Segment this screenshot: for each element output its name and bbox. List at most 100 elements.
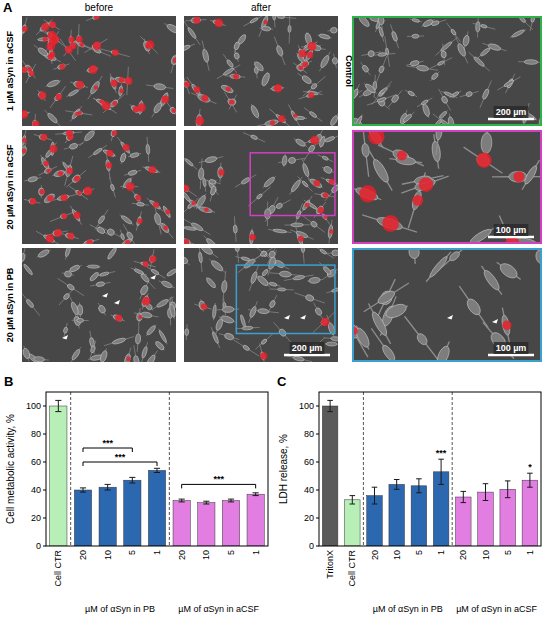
neurite — [135, 267, 155, 289]
cell — [256, 275, 269, 288]
neurite — [140, 36, 157, 53]
fluorescent-spot — [50, 145, 58, 153]
micrograph — [184, 16, 338, 126]
neurite — [120, 230, 125, 244]
error-bar — [527, 473, 533, 487]
bar — [173, 501, 190, 547]
group-separator — [70, 392, 71, 546]
neurite — [64, 143, 83, 149]
cell — [210, 185, 217, 195]
column-head: before — [85, 2, 114, 13]
neurite — [53, 64, 69, 70]
fluorescent-spot — [307, 52, 313, 58]
cell — [198, 252, 202, 263]
micrograph-ground — [184, 248, 338, 362]
cell — [523, 164, 539, 185]
cell — [146, 144, 150, 154]
cell — [260, 250, 268, 257]
fluorescent-spot — [47, 31, 56, 40]
bar — [456, 497, 472, 546]
cell — [184, 226, 197, 231]
cell — [90, 345, 96, 353]
category-label: Cell CTR — [347, 550, 357, 587]
cell — [233, 225, 237, 233]
cell — [185, 329, 189, 336]
category-label: 1 — [152, 550, 162, 555]
fluorescent-spot — [43, 37, 48, 42]
fluorescent-spot — [22, 149, 27, 154]
category-label: 1 — [436, 550, 446, 555]
cell — [361, 64, 369, 73]
neurite — [154, 204, 161, 235]
neurite — [217, 65, 240, 79]
cell — [25, 299, 34, 309]
cell — [71, 174, 82, 184]
control-label: Control — [344, 55, 354, 87]
cell — [222, 306, 234, 312]
cell — [92, 16, 100, 20]
neurite — [410, 19, 422, 22]
cell — [376, 289, 396, 306]
error-bar — [55, 400, 61, 411]
cell — [57, 63, 66, 70]
bar — [222, 501, 239, 547]
cell — [156, 298, 169, 308]
cell — [190, 222, 203, 232]
neurite — [236, 248, 239, 263]
cell — [290, 110, 298, 121]
error-bar — [179, 499, 185, 502]
y-tick — [43, 518, 46, 519]
fluorescent-spot — [270, 120, 275, 125]
fluorescent-spot — [323, 192, 329, 198]
fluorescent-spot — [61, 213, 67, 219]
cell — [110, 184, 115, 191]
cell — [379, 87, 388, 95]
neurite — [401, 176, 448, 193]
scale-bar-label: 100 µm — [496, 343, 527, 353]
fluorescent-spot — [149, 166, 156, 173]
error-bar — [438, 459, 444, 484]
bar — [99, 487, 116, 546]
neurite — [123, 224, 136, 244]
column-head: after — [251, 2, 272, 13]
neurite — [99, 49, 130, 57]
micrograph-ground — [22, 248, 176, 362]
micrograph — [352, 16, 542, 126]
cell — [99, 350, 108, 362]
cell — [126, 231, 134, 240]
neurite — [430, 72, 439, 81]
neurite — [288, 104, 300, 126]
fluorescent-spot — [70, 43, 77, 50]
bar — [389, 484, 405, 546]
cell — [22, 24, 27, 34]
cell — [263, 176, 276, 188]
cell — [295, 210, 301, 219]
neurite — [244, 16, 265, 26]
error-bar — [394, 480, 400, 490]
cell — [120, 153, 127, 163]
neurite — [263, 176, 276, 188]
cell — [141, 346, 148, 359]
cell — [169, 304, 176, 318]
y-tick-label: 40 — [31, 485, 41, 495]
cell — [184, 238, 191, 244]
cell — [22, 253, 26, 262]
cell — [71, 209, 81, 222]
cell — [481, 132, 493, 153]
fluorescent-spot — [260, 352, 267, 359]
cell — [319, 54, 330, 68]
fluorescent-spot — [125, 240, 130, 244]
cell — [154, 340, 165, 351]
cell — [96, 281, 105, 287]
cell — [378, 53, 387, 57]
cell — [112, 337, 126, 345]
cell — [166, 23, 176, 35]
arrowhead — [62, 335, 68, 340]
cell — [269, 282, 278, 287]
neurite — [65, 111, 92, 115]
inset-border — [353, 249, 541, 361]
cell — [169, 106, 176, 114]
fluorescent-spot — [161, 96, 169, 104]
cell — [220, 84, 234, 94]
panel-letter: B — [4, 374, 13, 389]
